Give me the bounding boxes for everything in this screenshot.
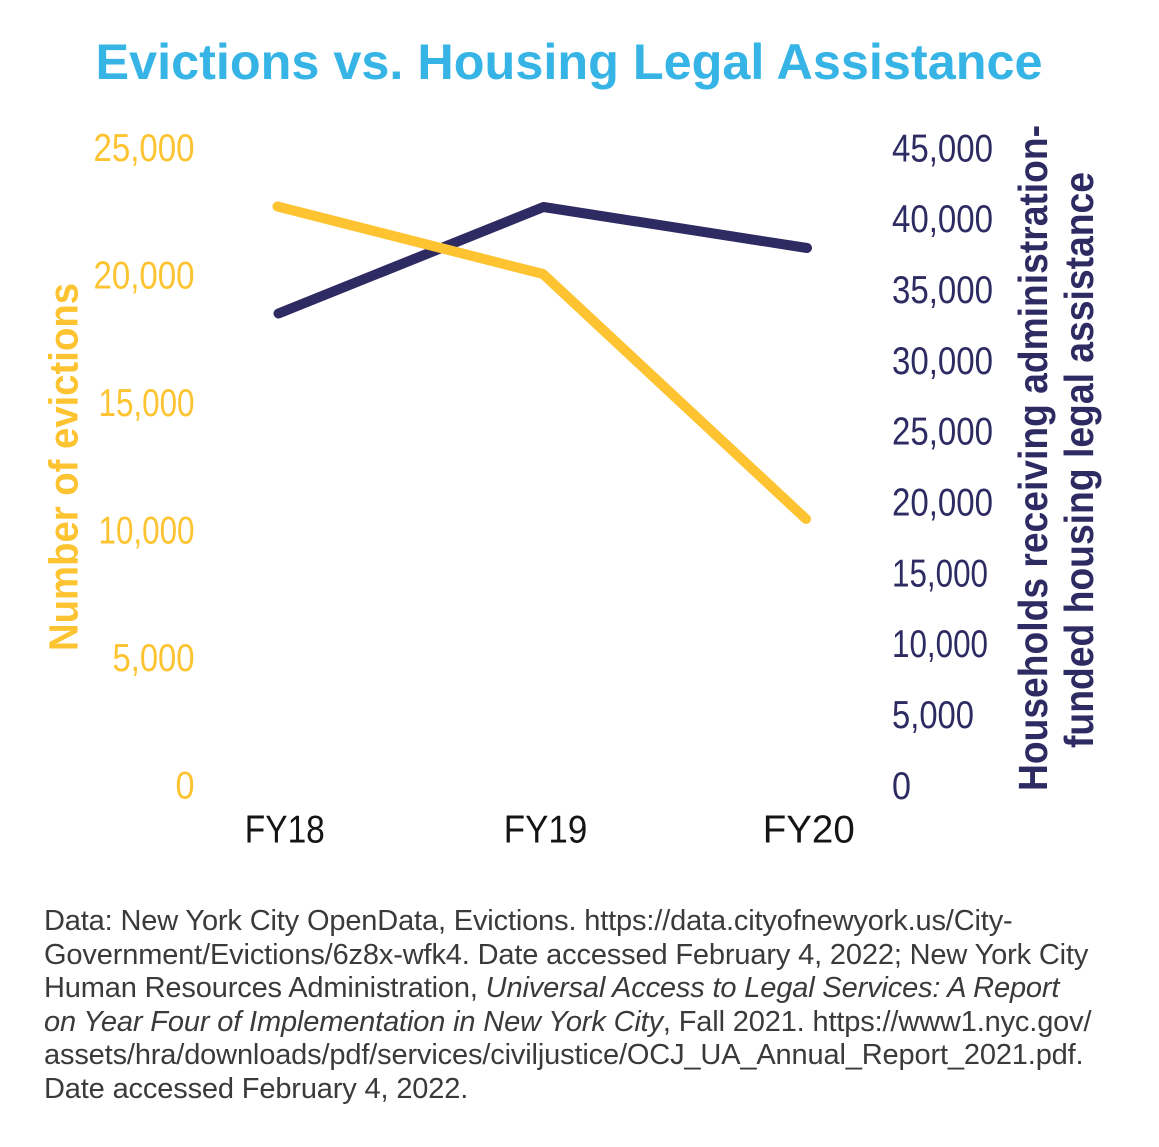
svg-text:Households receiving administr: Households receiving administration- (1010, 125, 1056, 791)
svg-text:FY18: FY18 (245, 808, 325, 851)
svg-text:45,000: 45,000 (892, 127, 993, 170)
svg-text:5,000: 5,000 (892, 694, 974, 737)
svg-text:30,000: 30,000 (892, 340, 993, 383)
svg-text:20,000: 20,000 (94, 254, 195, 297)
svg-text:35,000: 35,000 (892, 269, 993, 312)
svg-text:15,000: 15,000 (892, 552, 988, 595)
svg-text:15,000: 15,000 (99, 382, 195, 425)
svg-text:10,000: 10,000 (892, 623, 988, 666)
svg-text:10,000: 10,000 (99, 509, 195, 552)
svg-text:40,000: 40,000 (892, 198, 993, 241)
svg-text:Number of evictions: Number of evictions (41, 283, 87, 651)
svg-text:25,000: 25,000 (892, 411, 993, 454)
svg-text:5,000: 5,000 (113, 637, 195, 680)
svg-text:FY19: FY19 (504, 808, 588, 851)
svg-text:FY20: FY20 (763, 808, 855, 851)
svg-text:0: 0 (176, 764, 195, 807)
svg-text:0: 0 (892, 765, 911, 808)
svg-text:funded housing legal assistanc: funded housing legal assistance (1056, 172, 1102, 748)
svg-text:20,000: 20,000 (892, 482, 993, 525)
svg-text:Evictions vs. Housing Legal As: Evictions vs. Housing Legal Assistance (96, 34, 1043, 90)
svg-text:25,000: 25,000 (94, 127, 195, 170)
